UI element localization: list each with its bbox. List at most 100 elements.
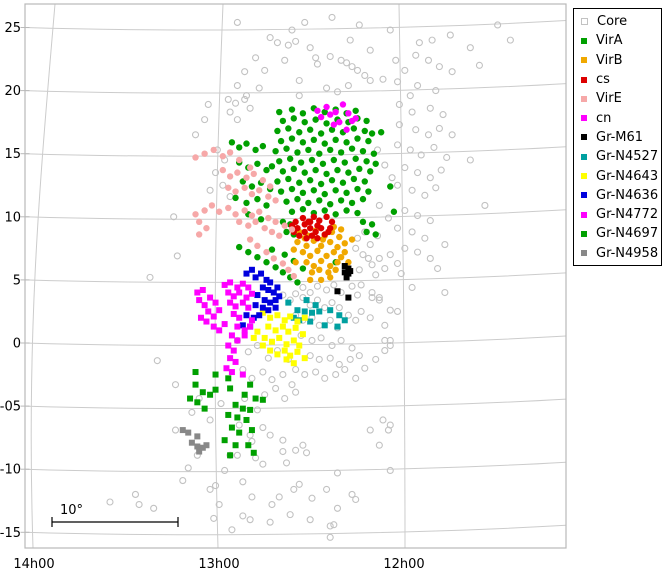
point-Gr-N4772 (194, 289, 201, 296)
point-Core (248, 374, 256, 382)
point-Gr-N4636 (272, 304, 279, 311)
legend-label: Gr-M61 (596, 129, 644, 145)
point-Core (414, 169, 422, 177)
point-Core (434, 264, 442, 273)
point-Core (312, 54, 320, 62)
point-Core (366, 241, 374, 249)
plot-frame (24, 3, 567, 549)
point-Core (368, 261, 376, 269)
point-VirE (234, 169, 241, 176)
point-Core (326, 316, 334, 324)
square-icon (581, 211, 587, 218)
grid-meridian (30, 3, 56, 549)
point-Core (188, 408, 196, 416)
point-Gr-N4772 (241, 332, 248, 339)
point-Gr-N4527 (294, 307, 301, 314)
point-VirB (290, 246, 297, 253)
point-Core (292, 365, 300, 374)
y-tick-label: 20 (4, 84, 21, 99)
point-VirA (330, 156, 338, 164)
point-Core (328, 13, 336, 21)
point-Gr-N4643 (294, 318, 301, 325)
point-VirA (277, 188, 285, 195)
point-Core (381, 264, 389, 273)
point-Gr-M61 (341, 269, 348, 276)
point-VirE (279, 260, 287, 267)
point-VirE (268, 228, 276, 236)
point-VirB (316, 266, 323, 274)
point-VirA (361, 178, 368, 185)
point-VirA (339, 179, 347, 186)
point-VirE (276, 232, 283, 239)
square-icon (581, 76, 587, 83)
point-VirA (243, 199, 250, 207)
point-VirA (341, 159, 348, 166)
point-Core (206, 416, 214, 424)
legend-label: Gr-N4527 (596, 149, 659, 165)
point-Core (281, 56, 289, 64)
point-VirA (228, 139, 236, 146)
point-Gr-N4697 (247, 381, 254, 388)
point-Core (235, 421, 243, 429)
point-Gr-N4697 (243, 416, 250, 423)
point-Core (335, 360, 343, 369)
point-Core (153, 357, 161, 365)
point-Gr-N4772 (248, 317, 255, 324)
point-Gr-N4643 (287, 313, 294, 320)
point-Gr-N4643 (283, 341, 290, 348)
point-Core (375, 201, 383, 209)
point-VirB (330, 248, 338, 256)
point-Core (328, 341, 336, 350)
point-Core (326, 354, 334, 362)
point-VirE (203, 224, 210, 232)
point-Core (375, 296, 383, 304)
point-VirA (277, 137, 285, 145)
point-Core (432, 87, 440, 95)
point-VirE (236, 218, 243, 226)
point-VirA (254, 253, 261, 261)
point-Core (366, 46, 374, 54)
legend-item-Core: Core (574, 12, 661, 31)
point-Core (308, 336, 316, 345)
point-VirA (370, 150, 378, 157)
point-Gr-N4697 (248, 427, 255, 434)
point-Core (381, 336, 389, 345)
point-Gr-N4772 (216, 327, 223, 334)
point-Gr-M61 (345, 294, 352, 301)
point-Core (288, 26, 296, 34)
point-cs (299, 214, 307, 222)
point-VirA (328, 126, 336, 133)
point-Core (414, 248, 422, 256)
point-Core (421, 234, 429, 242)
point-Gr-N4772 (248, 290, 255, 297)
point-Gr-N4643 (281, 347, 288, 354)
point-VirA (296, 129, 303, 136)
point-Core (226, 108, 234, 116)
point-VirE (261, 224, 268, 232)
point-VirA (286, 155, 294, 162)
point-VirA (372, 231, 379, 238)
point-VirE (248, 212, 256, 219)
point-VirB (317, 276, 325, 284)
point-cs (323, 213, 330, 220)
point-VirA (254, 160, 261, 167)
point-Core (432, 184, 440, 192)
point-Core (106, 498, 114, 506)
point-Core (211, 169, 220, 177)
point-Gr-N4697 (199, 389, 206, 396)
legend-label: Gr-N4772 (596, 207, 659, 223)
point-VirA (334, 166, 341, 174)
point-Core (135, 500, 143, 509)
point-Core (379, 416, 387, 424)
point-Gr-N4772 (221, 321, 228, 328)
point-Gr-N4636 (270, 289, 277, 296)
point-Core (206, 485, 214, 493)
point-Core (393, 141, 402, 149)
point-VirA (288, 185, 296, 193)
point-Gr-M61 (347, 268, 354, 275)
point-Core (352, 316, 360, 324)
y-tick-label: 15 (4, 147, 21, 162)
point-VirA (352, 155, 359, 162)
point-VirA (321, 190, 328, 198)
open-square-icon (581, 18, 588, 26)
